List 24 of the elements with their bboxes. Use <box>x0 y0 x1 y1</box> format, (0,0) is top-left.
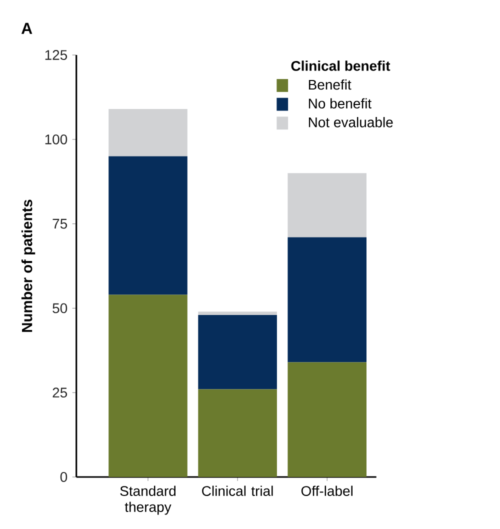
legend-label: Not evaluable <box>308 117 393 128</box>
x-tick-label: Clinical trial <box>202 486 273 496</box>
legend-label: No benefit <box>308 98 372 109</box>
bar <box>288 237 366 362</box>
bar <box>198 389 277 477</box>
legend-label: Benefit <box>308 79 352 90</box>
y-tick-label: 0 <box>60 472 68 482</box>
y-tick-label: 25 <box>52 388 68 398</box>
chart-title: A <box>21 22 32 34</box>
bar <box>198 312 277 315</box>
x-tick-label: Off-label <box>301 486 352 496</box>
legend-title: Clinical benefit <box>291 60 390 71</box>
y-tick-label: 50 <box>52 303 68 314</box>
bar <box>108 109 188 156</box>
y-tick-label: 100 <box>45 134 68 144</box>
bar <box>288 362 366 477</box>
x-tick-label: Standard therapy <box>120 486 176 515</box>
bar <box>288 173 366 238</box>
y-tick-label: 75 <box>52 218 68 229</box>
y-axis-title: Number of patients <box>21 200 36 332</box>
bar <box>198 314 277 390</box>
bar <box>108 294 188 477</box>
y-tick-label: 125 <box>45 50 68 60</box>
bar <box>108 156 188 295</box>
